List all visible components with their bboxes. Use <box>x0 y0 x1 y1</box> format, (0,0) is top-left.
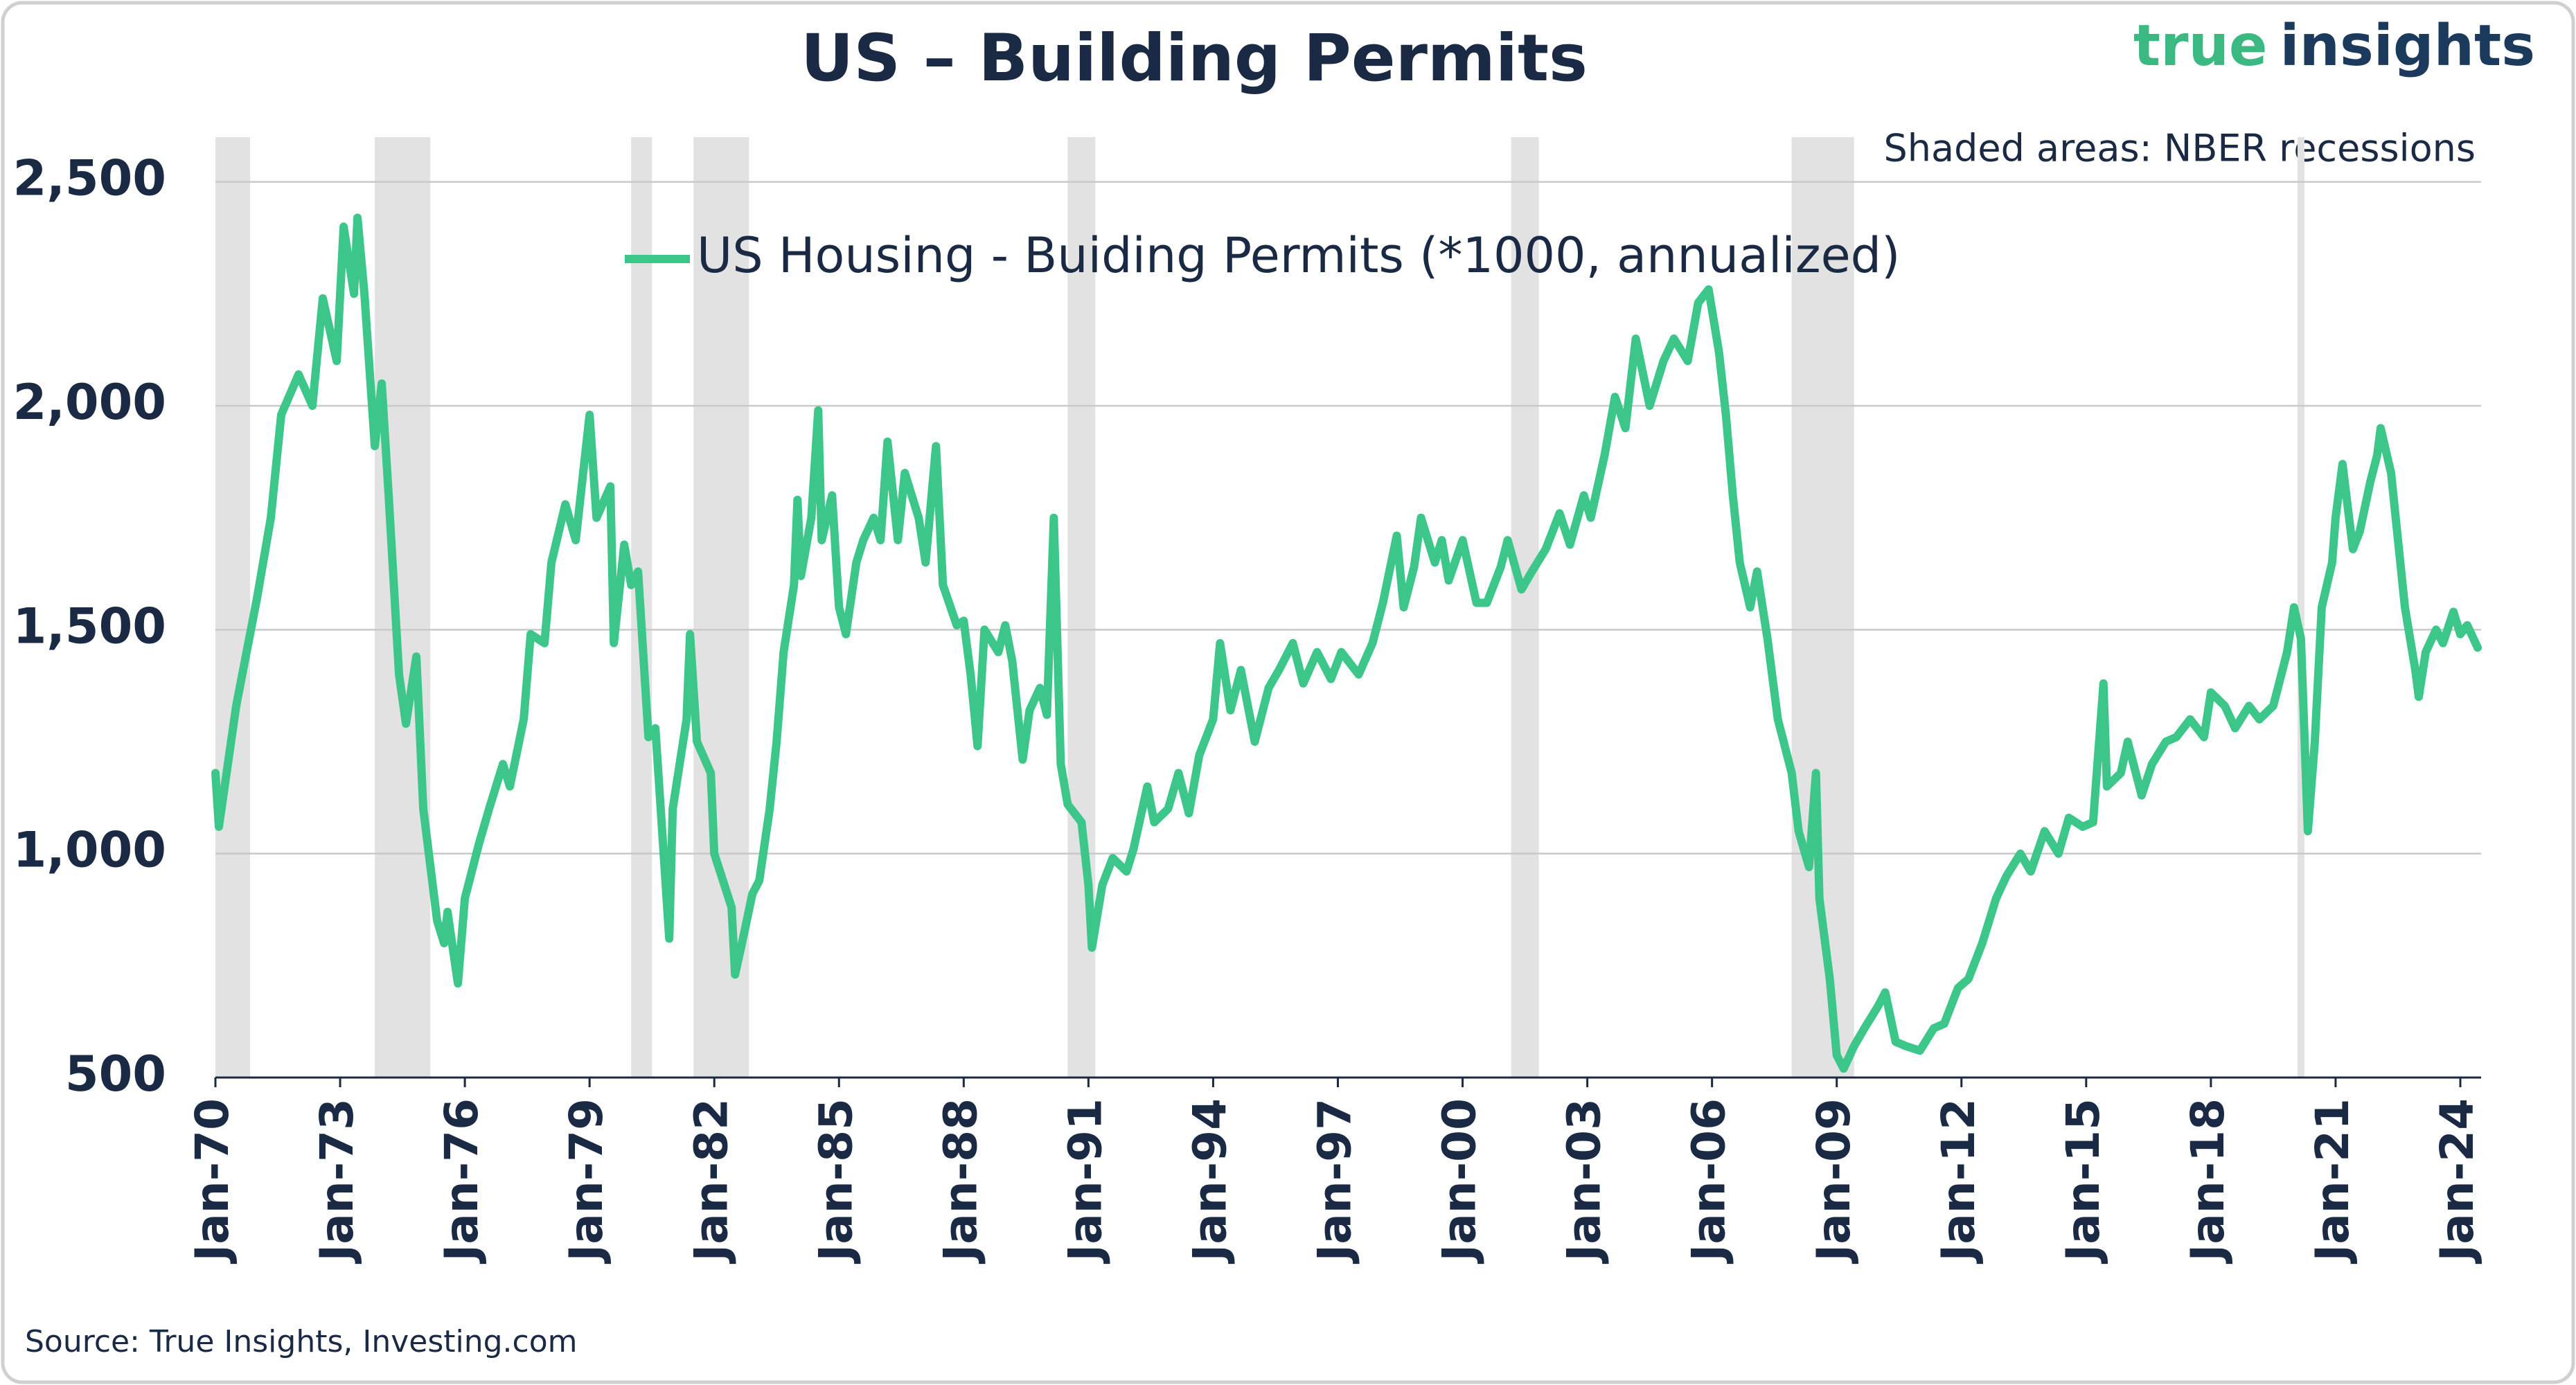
y-tick-label: 500 <box>65 1046 166 1102</box>
x-tick-label: Jan-24 <box>2431 1098 2484 1264</box>
brand-true: true <box>2133 13 2268 79</box>
x-tick-label: Jan-76 <box>435 1098 488 1264</box>
x-tick-label: Jan-00 <box>1433 1098 1486 1264</box>
recession-band <box>693 137 749 1078</box>
y-tick-label: 2,000 <box>13 374 166 431</box>
x-tick-label: Jan-18 <box>2181 1098 2235 1264</box>
recession-band <box>215 137 251 1078</box>
x-tick-label: Jan-91 <box>1058 1098 1112 1264</box>
y-tick-label: 1,500 <box>13 598 166 654</box>
x-tick-label: Jan-79 <box>560 1098 613 1264</box>
x-tick-label: Jan-15 <box>2057 1098 2110 1264</box>
brand: true insights <box>2133 13 2535 79</box>
chart-title: US – Building Permits <box>801 21 1588 96</box>
x-tick-label: Jan-97 <box>1308 1098 1362 1264</box>
source: Source: True Insights, Investing.com <box>25 1324 578 1359</box>
x-tick-label: Jan-82 <box>684 1098 738 1264</box>
y-tick-label: 2,500 <box>13 150 166 207</box>
recession-band <box>1511 137 1539 1078</box>
recession-band <box>2297 137 2304 1078</box>
recession-note: Shaded areas: NBER recessions <box>1883 127 2476 170</box>
recession-band <box>375 137 431 1078</box>
brand-insights: insights <box>2280 13 2535 79</box>
x-tick-label: Jan-85 <box>809 1098 862 1264</box>
legend-label: US Housing - Buiding Permits (*1000, ann… <box>697 227 1900 284</box>
x-tick-label: Jan-21 <box>2306 1098 2359 1264</box>
x-tick-label: Jan-12 <box>1932 1098 1985 1264</box>
series-line <box>211 213 2482 1073</box>
x-tick-label: Jan-70 <box>186 1098 239 1264</box>
x-tick-label: Jan-88 <box>934 1098 987 1264</box>
x-tick-label: Jan-03 <box>1558 1098 1611 1264</box>
x-tick-label: Jan-73 <box>310 1098 364 1264</box>
x-tick-label: Jan-94 <box>1184 1098 1237 1264</box>
x-tick-label: Jan-06 <box>1682 1098 1736 1264</box>
y-tick-label: 1,000 <box>13 822 166 879</box>
x-tick-label: Jan-09 <box>1807 1098 1860 1264</box>
